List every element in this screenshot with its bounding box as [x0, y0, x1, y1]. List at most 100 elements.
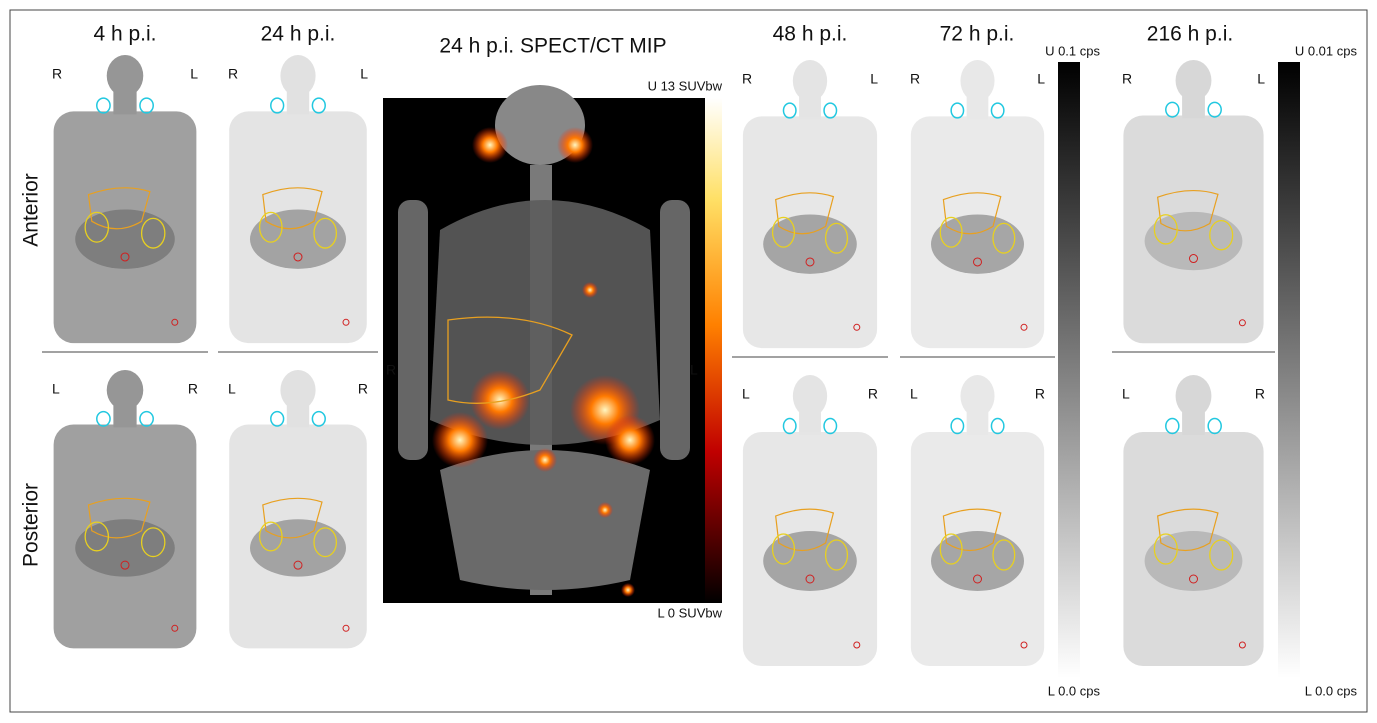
side-label: L [870, 71, 878, 87]
neck [113, 90, 137, 115]
lesion [171, 624, 179, 632]
abdomen-uptake [931, 214, 1024, 274]
head [960, 375, 995, 417]
scan-image [1112, 375, 1275, 675]
side-label: R [1035, 386, 1045, 402]
panel-title: 24 h p.i. SPECT/CT MIP [439, 35, 666, 58]
liver-outline [1156, 508, 1219, 552]
liver-outline [942, 508, 1002, 552]
abdomen-uptake [1144, 211, 1243, 271]
head [106, 55, 144, 97]
liver-outline [447, 316, 573, 404]
abdomen-uptake [1144, 531, 1243, 591]
side-label: R [228, 66, 238, 82]
salivary [990, 417, 1005, 435]
lesion [973, 257, 982, 267]
head [792, 60, 828, 102]
neck [286, 404, 310, 428]
column-title: 216 h p.i. [1147, 23, 1233, 46]
torso [229, 111, 367, 344]
colorbar [1278, 62, 1300, 678]
neck [799, 411, 821, 435]
scan-image [218, 55, 378, 352]
scan-image [1112, 60, 1275, 352]
side-label: L [1122, 386, 1130, 402]
lesion [342, 318, 350, 326]
lesion [1189, 254, 1198, 264]
frame [9, 9, 1368, 713]
kidney [140, 527, 166, 558]
scale-upper: U 0.1 cps [1045, 43, 1100, 58]
scale-upper: U 0.01 cps [1295, 43, 1358, 58]
salivary [1165, 417, 1180, 435]
scan-image [732, 60, 888, 357]
scale-lower: L 0.0 cps [1305, 683, 1358, 698]
salivary [96, 97, 111, 114]
kidney [992, 539, 1016, 571]
neck [1182, 95, 1205, 119]
kidney [771, 216, 796, 248]
neck [113, 404, 137, 428]
kidney [84, 211, 110, 243]
side-label: L [52, 381, 60, 397]
kidney [140, 217, 166, 249]
liver-outline [87, 187, 151, 230]
scan-image [218, 370, 378, 657]
kidney [824, 539, 849, 571]
head [1175, 60, 1212, 101]
side-label: R [868, 386, 878, 402]
salivary [1207, 101, 1222, 118]
torso [53, 424, 197, 649]
side-label: L [690, 362, 698, 378]
salivary [311, 410, 326, 427]
side-label: L [1037, 71, 1045, 87]
kidney [313, 217, 338, 249]
uptake [432, 412, 488, 468]
side-label: R [910, 71, 920, 87]
column-title: 48 h p.i. [773, 23, 848, 46]
head [280, 55, 316, 97]
side-label: L [190, 66, 198, 82]
scan-image [900, 60, 1055, 357]
kidney [1209, 219, 1234, 251]
scale-lower: L 0.0 cps [1048, 683, 1101, 698]
kidney [1209, 539, 1234, 571]
lesion [171, 318, 179, 326]
salivary [139, 410, 154, 427]
torso [742, 432, 878, 666]
scale-upper: U 13 SUVbw [648, 78, 723, 93]
lesion [1020, 323, 1028, 331]
torso [1123, 115, 1264, 344]
liver-outline [1156, 190, 1219, 232]
salivary [1207, 417, 1222, 435]
uptake [470, 370, 530, 430]
lesion [853, 641, 861, 649]
view-label: Posterior [20, 483, 43, 567]
neck [966, 95, 989, 120]
side-label: R [742, 71, 752, 87]
lesion [293, 560, 303, 570]
arm [660, 200, 690, 460]
kidney [258, 211, 283, 243]
liver-outline [942, 192, 1002, 235]
salivary [139, 97, 154, 114]
kidney [992, 222, 1016, 254]
kidney [771, 533, 796, 565]
lesion [805, 574, 815, 584]
salivary [270, 410, 285, 427]
side-label: R [386, 362, 396, 378]
salivary [311, 97, 326, 114]
scan-image [42, 370, 208, 657]
side-label: R [188, 381, 198, 397]
salivary [782, 417, 797, 435]
lesion [1189, 574, 1198, 584]
abdomen-uptake [763, 531, 857, 591]
kidney [258, 521, 283, 552]
kidney [939, 533, 963, 565]
abdomen-uptake [75, 209, 175, 269]
neck [799, 95, 821, 120]
salivary [96, 410, 111, 427]
column-title: 4 h p.i. [93, 23, 156, 46]
side-label: R [358, 381, 368, 397]
